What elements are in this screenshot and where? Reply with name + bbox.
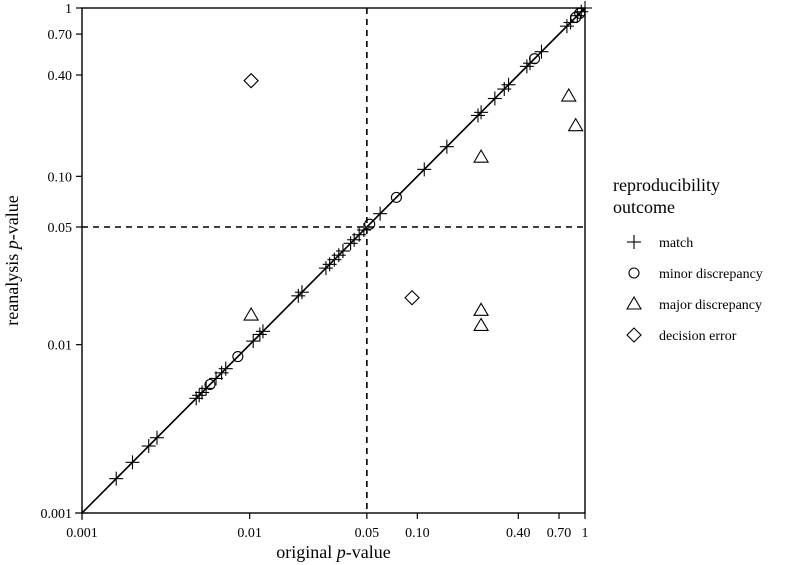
point-minor-discrepancy [528, 53, 541, 65]
legend-marker-diamond [626, 327, 642, 343]
y-axis-title-prefix: reanalysis [2, 249, 22, 325]
legend-title-line-1: reproducibility [613, 175, 720, 195]
legend-label: decision error [659, 329, 737, 344]
point-match [189, 391, 204, 406]
x-tick-label: 0.40 [506, 526, 531, 541]
point-match [149, 430, 164, 445]
point-decision-error [404, 289, 420, 306]
point-match [195, 385, 210, 400]
point-match [252, 327, 267, 342]
y-tick-label: 0.01 [48, 339, 73, 354]
point-match [470, 108, 485, 123]
y-tick-label: 0.05 [48, 221, 73, 236]
point-match [141, 439, 156, 454]
point-match [335, 244, 350, 259]
y-axis: 0.001 0.01 0.05 0.10 0.40 0.70 1 [41, 2, 82, 522]
point-major-discrepancy [473, 302, 490, 316]
series-major-discrepancy [243, 87, 584, 332]
x-tick-label: 0.70 [547, 526, 572, 541]
y-tick-label: 0.70 [48, 28, 73, 43]
legend-marker-triangle [626, 295, 642, 310]
y-tick-label: 0.001 [41, 507, 73, 522]
reference-line-identity [81, 7, 586, 514]
series-match [75, 1, 592, 520]
x-axis-title-suffix: -value [346, 542, 391, 562]
point-match [439, 139, 454, 154]
x-tick-label: 0.05 [355, 526, 380, 541]
point-match [255, 324, 270, 339]
point-match [373, 206, 388, 221]
point-match [318, 261, 333, 276]
point-match [218, 361, 233, 376]
legend-item-match: match [627, 235, 693, 251]
point-match [570, 8, 585, 23]
plot-frame [81, 7, 586, 514]
legend-label: major discrepancy [659, 298, 762, 313]
legend-label: minor discrepancy [659, 267, 763, 282]
point-match [246, 334, 261, 349]
point-match [474, 105, 489, 120]
point-match [487, 91, 502, 106]
point-minor-discrepancy [570, 11, 582, 23]
point-match [343, 236, 358, 251]
point-minor-discrepancy [232, 350, 244, 363]
point-decision-error [243, 72, 259, 89]
point-major-discrepancy [560, 87, 577, 102]
legend-title-line-2: outcome [613, 197, 675, 217]
x-tick-label: 0.01 [237, 526, 262, 541]
series-decision-error [243, 72, 420, 306]
point-match [209, 371, 224, 386]
legend-item-major-discrepancy: major discrepancy [626, 295, 762, 313]
y-tick-label: 0.10 [48, 170, 73, 185]
y-axis-title-suffix: -value [2, 195, 22, 240]
x-tick-label: 0.10 [405, 526, 430, 541]
series-minor-discrepancy [204, 7, 586, 391]
point-minor-discrepancy [204, 378, 216, 391]
point-match [294, 285, 309, 300]
legend-item-decision-error: decision error [626, 327, 737, 344]
point-match [574, 4, 589, 19]
y-axis-title-italic: p [2, 240, 22, 251]
point-major-discrepancy [567, 117, 584, 132]
point-match [519, 59, 534, 74]
legend-marker-plus [627, 235, 641, 249]
legend-items: match minor discrepancy major discrepancy d… [626, 235, 763, 344]
y-tick-label: 1 [65, 2, 72, 17]
point-match [559, 19, 574, 34]
legend: reproducibility outcome match minor discr… [613, 175, 763, 344]
point-match [125, 455, 140, 470]
point-match [501, 77, 516, 92]
reference-lines [81, 7, 586, 514]
legend-label: match [659, 236, 693, 251]
y-axis-title: reanalysis p-value [2, 195, 22, 325]
x-tick-label: 0.001 [66, 526, 98, 541]
point-match [534, 44, 549, 59]
x-axis: 0.001 0.01 0.05 0.10 0.40 0.70 1 [66, 513, 589, 541]
legend-marker-circle [628, 267, 640, 279]
point-major-discrepancy [243, 306, 260, 321]
point-major-discrepancy [473, 149, 490, 163]
point-minor-discrepancy [364, 218, 376, 230]
x-axis-title-prefix: original [276, 542, 337, 562]
point-match [192, 388, 207, 403]
x-axis-title-italic: p [335, 542, 346, 562]
point-match [356, 222, 371, 237]
point-minor-discrepancy [390, 191, 402, 203]
x-tick-label: 1 [582, 526, 589, 541]
point-match [291, 288, 306, 303]
point-match [417, 162, 432, 177]
legend-item-minor-discrepancy: minor discrepancy [628, 267, 763, 282]
point-major-discrepancy [473, 317, 490, 332]
y-tick-label: 0.40 [48, 69, 73, 84]
x-axis-title: original p-value [276, 542, 390, 562]
point-match [109, 471, 124, 486]
data-marks [75, 1, 592, 520]
